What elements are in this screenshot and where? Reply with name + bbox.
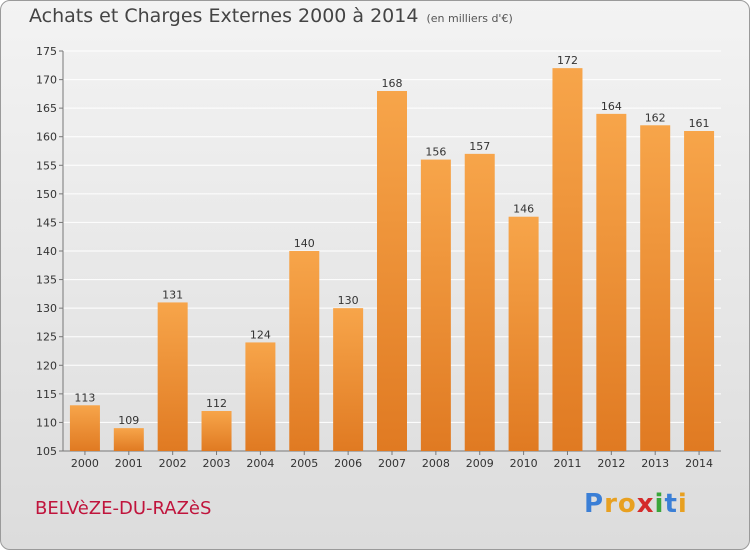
x-tick-label: 2007 (378, 457, 406, 470)
y-tick-label: 155 (36, 159, 57, 172)
data-label: 124 (250, 328, 271, 341)
y-tick-label: 120 (36, 359, 57, 372)
chart-title: Achats et Charges Externes 2000 à 2014 (e… (29, 5, 513, 27)
x-tick-label: 2010 (510, 457, 538, 470)
y-tick-label: 135 (36, 274, 57, 287)
chart-subtitle: (en milliers d'€) (426, 12, 513, 25)
bar (377, 91, 407, 451)
commune-name: BELVèZE-DU-RAZèS (35, 498, 212, 519)
bar (640, 125, 671, 452)
x-tick-label: 2002 (159, 457, 187, 470)
bar (552, 68, 583, 452)
data-label: 156 (425, 146, 446, 159)
bar (333, 308, 364, 451)
x-tick-label: 2011 (553, 457, 581, 470)
x-tick-label: 2014 (685, 457, 713, 470)
logo-letter: r (604, 489, 618, 519)
proxiti-logo: Proxiti (584, 489, 688, 519)
x-tick-label: 2006 (334, 457, 362, 470)
y-tick-label: 115 (36, 388, 57, 401)
x-tick-label: 2008 (422, 457, 450, 470)
y-tick-label: 145 (36, 216, 57, 229)
data-label: 131 (162, 288, 183, 301)
data-label: 164 (601, 100, 622, 113)
x-tick-label: 2004 (246, 457, 274, 470)
x-tick-label: 2009 (466, 457, 494, 470)
data-label: 140 (294, 237, 315, 250)
bar (596, 113, 627, 451)
data-label: 157 (469, 140, 490, 153)
x-tick-label: 2000 (71, 457, 99, 470)
x-tick-label: 2013 (641, 457, 669, 470)
logo-letter: t (664, 489, 678, 519)
bar (508, 216, 539, 451)
bar (157, 302, 188, 451)
y-tick-label: 105 (36, 445, 57, 458)
data-label: 113 (74, 391, 95, 404)
bar (113, 428, 144, 451)
bar (69, 405, 100, 451)
data-label: 146 (513, 203, 534, 216)
x-tick-label: 2012 (597, 457, 625, 470)
bar (464, 153, 495, 451)
data-label: 109 (118, 414, 139, 427)
bar (420, 159, 451, 452)
logo-letter: o (617, 489, 637, 519)
bar (289, 251, 320, 451)
logo-letter: i (677, 489, 688, 519)
bar (245, 342, 276, 451)
data-label: 172 (557, 54, 578, 67)
y-tick-label: 150 (36, 188, 57, 201)
data-label: 161 (689, 117, 710, 130)
title-text: Achats et Charges Externes 2000 à 2014 (29, 5, 419, 27)
y-tick-label: 170 (36, 74, 57, 87)
x-tick-label: 2001 (115, 457, 143, 470)
data-label: 162 (645, 111, 666, 124)
data-label: 168 (382, 77, 403, 90)
x-tick-label: 2005 (290, 457, 318, 470)
y-tick-label: 125 (36, 331, 57, 344)
plot-area: 105 110 115 120 125 130 135 140 145 150 155 160 165 1… (36, 45, 721, 470)
y-tick-label: 140 (36, 245, 57, 258)
logo-letter: x (636, 489, 655, 519)
x-tick-label: 2003 (203, 457, 231, 470)
y-tick-label: 165 (36, 102, 57, 115)
bar (684, 131, 715, 451)
y-tick-label: 160 (36, 131, 57, 144)
y-tick-label: 130 (36, 302, 57, 315)
logo-letter: P (584, 489, 605, 519)
bar (201, 411, 232, 451)
y-tick-label: 110 (36, 416, 57, 429)
data-label: 130 (338, 294, 359, 307)
data-label: 112 (206, 397, 227, 410)
logo-letter: i (654, 489, 665, 519)
y-tick-label: 175 (36, 45, 57, 58)
